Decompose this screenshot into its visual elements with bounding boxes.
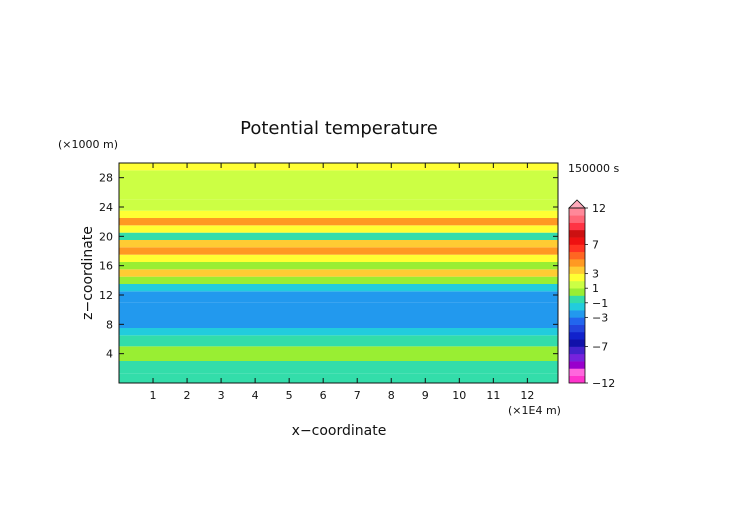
colorbar-swatch (569, 208, 585, 216)
colorbar-swatch (569, 353, 585, 362)
colorbar-swatch (569, 251, 585, 260)
colorbar-top-arrow (568, 199, 586, 209)
heat-band (119, 361, 558, 374)
heat-band (119, 284, 558, 292)
x-tick-label: 2 (184, 389, 191, 402)
colorbar-swatch (569, 222, 585, 231)
heat-band (119, 210, 558, 218)
x-tick-label: 6 (320, 389, 327, 402)
heat-band (119, 328, 558, 336)
y-axis: 4 8 12 16 20 24 28 (99, 172, 558, 361)
colorbar-swatch (569, 259, 585, 267)
colorbar-label: 12 (592, 202, 606, 215)
x-tick-label: 5 (286, 389, 293, 402)
colorbar-swatch (569, 288, 585, 296)
x-tick-label: 9 (422, 389, 429, 402)
colorbar-legend: 12 7 31 −1−3 −7 −12 (568, 199, 615, 390)
heat-band (119, 254, 558, 262)
plot-frame (118, 162, 559, 384)
colorbar-swatch (569, 302, 585, 311)
x-tick-label: 3 (218, 389, 225, 402)
heat-band (119, 346, 558, 361)
y-unit-label: (×1000 m) (58, 138, 118, 151)
colorbar-swatch (569, 273, 585, 282)
heat-band (119, 170, 558, 185)
x-tick-label: 11 (486, 389, 500, 402)
colorbar-swatch (569, 331, 585, 340)
colorbar-label: −12 (592, 377, 615, 390)
heat-band (119, 291, 558, 303)
y-tick-label: 12 (99, 289, 113, 302)
heat-band (119, 163, 558, 171)
colorbar-label: 3 (592, 268, 599, 281)
x-axis: 1 2 3 4 5 6 7 8 9 10 11 12 (150, 163, 534, 402)
colorbar-label: −7 (592, 341, 608, 354)
x-tick-label: 4 (252, 389, 259, 402)
colorbar-swatch (569, 375, 585, 384)
colorbar-swatch (569, 280, 585, 289)
colorbar-swatch (569, 361, 585, 369)
colorbar-label: −3 (592, 311, 608, 324)
heat-band (119, 232, 558, 240)
x-axis-label: x−coordinate (292, 423, 387, 439)
colorbar-swatch (569, 310, 585, 318)
colorbar-swatch (569, 229, 585, 238)
x-tick-label: 7 (354, 389, 361, 402)
y-axis-label: z−coordinate (80, 226, 96, 320)
y-tick-label: 8 (106, 318, 113, 331)
heat-band (119, 240, 558, 248)
colorbar-swatch (569, 215, 585, 223)
colorbar-swatch (569, 295, 585, 304)
x-unit-label: (×1E4 m) (508, 404, 561, 417)
y-tick-label: 28 (99, 172, 113, 185)
heat-band (119, 185, 558, 200)
heat-band (119, 269, 558, 277)
heat-band (119, 247, 558, 255)
plot-area (118, 162, 559, 384)
colorbar-swatch (569, 346, 585, 355)
colorbar-label: 1 (592, 282, 599, 295)
heat-band (119, 276, 558, 284)
heat-band (119, 317, 558, 328)
colorbar-frame (568, 207, 586, 384)
x-tick-label: 1 (150, 389, 157, 402)
colorbar-swatch (569, 244, 585, 253)
chart-title: Potential temperature (240, 118, 438, 139)
heat-band (119, 225, 558, 233)
colorbar-swatch (569, 266, 585, 274)
colorbar-swatch (569, 324, 585, 333)
heat-band (119, 335, 558, 347)
x-tick-label: 8 (388, 389, 395, 402)
x-tick-label: 12 (520, 389, 534, 402)
heat-band (119, 218, 558, 226)
y-tick-label: 24 (99, 201, 113, 214)
y-tick-label: 20 (99, 230, 113, 243)
heat-band (119, 373, 558, 383)
heat-band (119, 302, 558, 317)
time-label: 150000 s (568, 162, 619, 175)
colorbar-swatch (569, 317, 585, 325)
colorbar-swatch (569, 339, 585, 347)
x-tick-label: 10 (452, 389, 466, 402)
colorbar-label: 7 (592, 238, 599, 251)
y-tick-label: 4 (106, 348, 113, 361)
y-tick-label: 16 (99, 260, 113, 273)
heat-band (119, 262, 558, 270)
colorbar-swatch (569, 237, 585, 245)
colorbar-swatch (569, 368, 585, 377)
heat-band (119, 199, 558, 211)
colorbar-label: −1 (592, 297, 608, 310)
